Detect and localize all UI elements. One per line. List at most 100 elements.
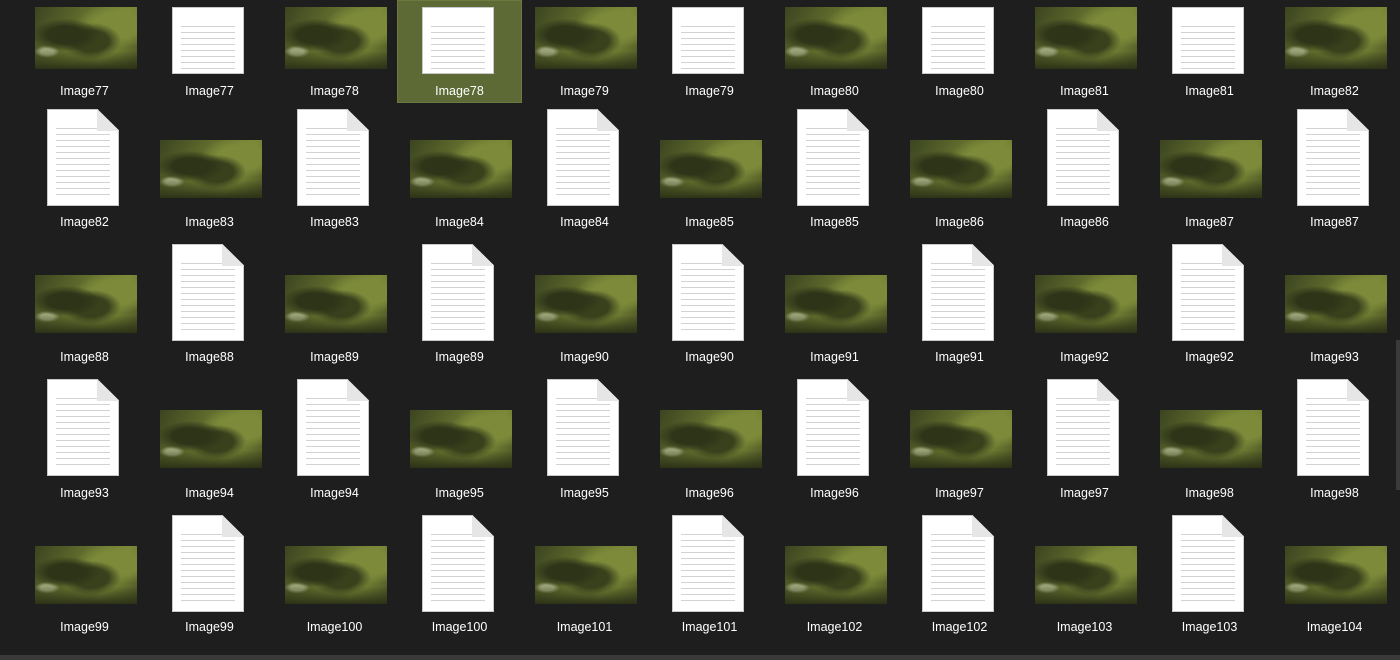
file-name-label: Image93 — [60, 486, 109, 500]
file-item[interactable]: Image97 — [897, 373, 1022, 509]
file-item[interactable]: Image97 — [1022, 373, 1147, 509]
file-item[interactable]: Image82 — [1272, 0, 1397, 103]
text-document-icon — [47, 379, 119, 476]
file-name-label: Image99 — [60, 620, 109, 634]
image-thumbnail-icon — [1285, 546, 1387, 604]
file-item[interactable]: Image103 — [1147, 509, 1272, 643]
file-item[interactable]: Image84 — [397, 103, 522, 238]
file-name-label: Image98 — [1310, 486, 1359, 500]
file-item[interactable]: Image91 — [897, 238, 1022, 373]
file-item[interactable]: Image86 — [1022, 103, 1147, 238]
file-item[interactable]: Image101 — [522, 509, 647, 643]
file-item[interactable]: Image80 — [772, 0, 897, 103]
file-name-label: Image83 — [185, 215, 234, 229]
file-item[interactable]: Image99 — [22, 509, 147, 643]
file-item[interactable]: Image99 — [147, 509, 272, 643]
file-item[interactable]: Image84 — [522, 103, 647, 238]
file-name-label: Image102 — [806, 620, 863, 634]
text-document-icon — [422, 7, 494, 74]
file-item[interactable]: Image85 — [647, 103, 772, 238]
file-item[interactable]: Image79 — [522, 0, 647, 103]
file-name-label: Image103 — [1181, 620, 1238, 634]
file-item[interactable]: Image85 — [772, 103, 897, 238]
image-thumbnail-icon — [785, 546, 887, 604]
file-item[interactable]: Image102 — [772, 509, 897, 643]
file-item[interactable]: Image80 — [897, 0, 1022, 103]
file-name-label: Image82 — [1310, 84, 1359, 98]
file-item[interactable]: Image94 — [147, 373, 272, 509]
file-item[interactable]: Image93 — [1272, 238, 1397, 373]
text-document-icon — [172, 7, 244, 74]
file-item[interactable]: Image83 — [272, 103, 397, 238]
text-document-icon — [797, 379, 869, 476]
file-item[interactable]: Image79 — [647, 0, 772, 103]
file-name-label: Image87 — [1310, 215, 1359, 229]
file-item[interactable]: Image101 — [647, 509, 772, 643]
file-item[interactable]: Image95 — [397, 373, 522, 509]
file-item[interactable]: Image104 — [1272, 509, 1397, 643]
file-item[interactable]: Image96 — [647, 373, 772, 509]
file-item[interactable]: Image93 — [22, 373, 147, 509]
file-item[interactable]: Image81 — [1022, 0, 1147, 103]
file-item[interactable]: Image87 — [1147, 103, 1272, 238]
file-item[interactable]: Image98 — [1147, 373, 1272, 509]
file-item[interactable]: Image78 — [272, 0, 397, 103]
file-name-label: Image77 — [60, 84, 109, 98]
file-item[interactable]: Image103 — [1022, 509, 1147, 643]
file-name-label: Image87 — [1185, 215, 1234, 229]
file-item[interactable]: Image102 — [897, 509, 1022, 643]
file-item[interactable]: Image92 — [1147, 238, 1272, 373]
file-item[interactable]: Image89 — [272, 238, 397, 373]
image-thumbnail-icon — [1035, 546, 1137, 604]
file-name-label: Image84 — [435, 215, 484, 229]
file-item[interactable]: Image100 — [397, 509, 522, 643]
file-item[interactable]: Image91 — [772, 238, 897, 373]
file-name-label: Image79 — [560, 84, 609, 98]
text-document-icon — [547, 379, 619, 476]
image-thumbnail-icon — [35, 7, 137, 69]
file-grid: Image77 Image77 Image78 Image78 Image79 Image… — [22, 0, 1392, 660]
text-document-icon — [1172, 244, 1244, 341]
file-name-label: Image81 — [1060, 84, 1109, 98]
file-item[interactable]: Image86 — [897, 103, 1022, 238]
file-item[interactable]: Image88 — [22, 238, 147, 373]
horizontal-scrollbar[interactable] — [0, 655, 1400, 660]
file-item[interactable]: Image92 — [1022, 238, 1147, 373]
text-document-icon — [672, 244, 744, 341]
file-name-label: Image92 — [1185, 350, 1234, 364]
image-thumbnail-icon — [785, 275, 887, 333]
image-thumbnail-icon — [285, 546, 387, 604]
file-item[interactable]: Image83 — [147, 103, 272, 238]
file-item[interactable]: Image96 — [772, 373, 897, 509]
file-item[interactable]: Image81 — [1147, 0, 1272, 103]
file-item[interactable]: Image100 — [272, 509, 397, 643]
file-item[interactable]: Image88 — [147, 238, 272, 373]
vertical-scrollbar[interactable] — [1396, 340, 1400, 490]
file-item[interactable]: Image89 — [397, 238, 522, 373]
image-thumbnail-icon — [35, 546, 137, 604]
file-item[interactable]: Image95 — [522, 373, 647, 509]
file-name-label: Image92 — [1060, 350, 1109, 364]
file-item[interactable]: Image90 — [647, 238, 772, 373]
image-thumbnail-icon — [1035, 7, 1137, 69]
file-item[interactable]: Image82 — [22, 103, 147, 238]
text-document-icon — [1047, 379, 1119, 476]
file-name-label: Image82 — [60, 215, 109, 229]
file-item[interactable]: Image98 — [1272, 373, 1397, 509]
file-item[interactable]: Image90 — [522, 238, 647, 373]
file-name-label: Image100 — [306, 620, 363, 634]
text-document-icon — [1172, 7, 1244, 74]
file-item[interactable]: Image77 — [22, 0, 147, 103]
file-item[interactable]: Image94 — [272, 373, 397, 509]
image-thumbnail-icon — [660, 140, 762, 198]
file-item[interactable]: Image78 — [397, 0, 522, 103]
image-thumbnail-icon — [285, 7, 387, 69]
text-document-icon — [922, 244, 994, 341]
file-item[interactable]: Image87 — [1272, 103, 1397, 238]
text-document-icon — [297, 109, 369, 206]
file-name-label: Image96 — [810, 486, 859, 500]
image-thumbnail-icon — [410, 410, 512, 468]
text-document-icon — [297, 379, 369, 476]
file-item[interactable]: Image77 — [147, 0, 272, 103]
file-name-label: Image90 — [560, 350, 609, 364]
